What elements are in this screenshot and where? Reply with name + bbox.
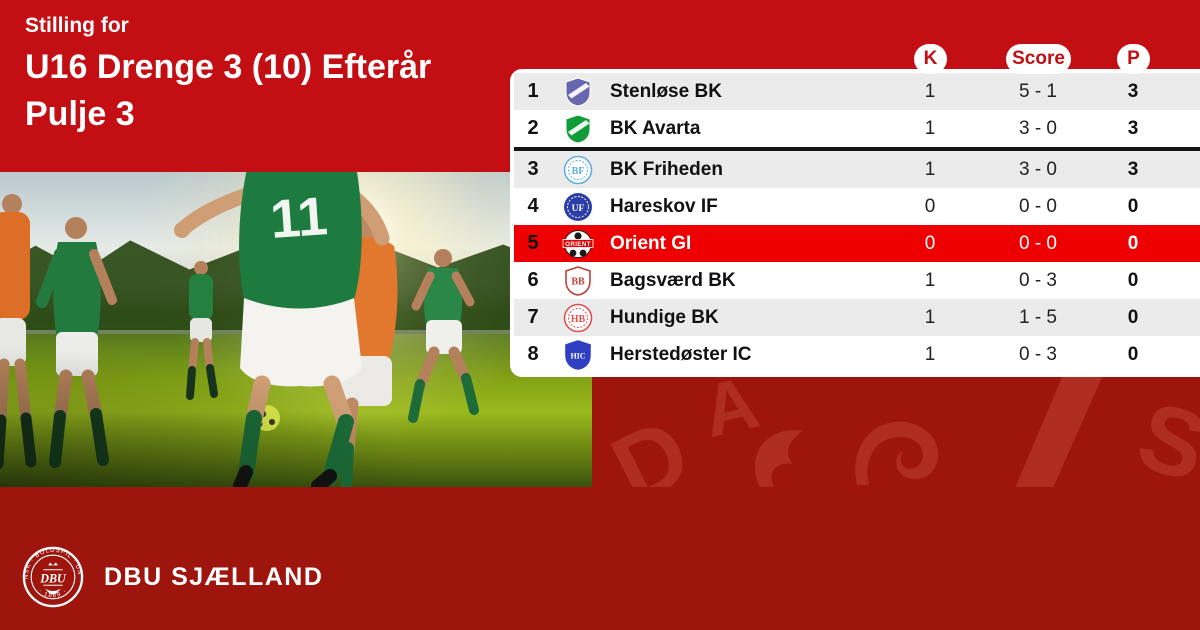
rank-cell: 7: [527, 306, 539, 328]
points-cell: 3: [1127, 158, 1139, 180]
club-name: Stenløse BK: [610, 80, 722, 102]
watermark-curl: [855, 421, 939, 485]
svg-text:BF: BF: [572, 166, 585, 177]
played-cell: 1: [924, 158, 936, 180]
column-pill-score: Score: [1006, 44, 1071, 74]
points-cell: 0: [1127, 269, 1139, 291]
jersey-number: 11: [268, 186, 329, 250]
player-small-mid: [186, 261, 218, 400]
watermark-letter: A: [695, 373, 766, 453]
svg-text:HB: HB: [571, 314, 586, 325]
table-row: 4 UF Hareskov IF 0 0 - 0 0: [514, 188, 1200, 225]
score-cell: 1 - 5: [1018, 306, 1058, 328]
played-cell: 1: [924, 117, 936, 139]
club-name: Herstedøster IC: [610, 343, 752, 365]
watermark-wing: [754, 430, 803, 487]
points-cell: 0: [1127, 343, 1139, 365]
rank-cell: 4: [527, 195, 539, 217]
score-cell: 0 - 0: [1018, 195, 1058, 217]
dbu-emblem: DANSK · BOLDSPIL · UNION · 1889 · DBU: [22, 546, 84, 608]
points-cell: 3: [1127, 117, 1139, 139]
player-green-left: [36, 217, 117, 468]
club-logo: BB: [552, 265, 604, 296]
page-title: U16 Drenge 3 (10) Efterår Pulje 3: [25, 44, 431, 138]
svg-text:BB: BB: [571, 276, 585, 287]
club-logo: HIC: [552, 339, 604, 370]
photo-players: 11: [0, 172, 479, 487]
watermark-svg: D A S: [596, 373, 1200, 487]
table-row: 7 HB Hundige BK 1 1 - 5 0: [514, 299, 1200, 336]
points-cell: 3: [1127, 80, 1139, 102]
club-logo: HB: [552, 303, 604, 333]
svg-text:HIC: HIC: [570, 351, 585, 360]
table-row: 3 BF BK Friheden 1 3 - 0 3: [514, 151, 1200, 188]
watermark-letter: S: [1126, 382, 1200, 487]
table-row: 2 BK Avarta 1 3 - 0 3: [514, 110, 1200, 147]
played-cell: 0: [924, 195, 936, 217]
emblem-crown: [48, 562, 58, 566]
played-cell: 1: [924, 269, 936, 291]
club-name: Hundige BK: [610, 306, 719, 328]
score-cell: 0 - 3: [1018, 343, 1058, 365]
points-cell: 0: [1127, 195, 1139, 217]
club-name: Hareskov IF: [610, 195, 718, 217]
header: Stilling for U16 Drenge 3 (10) Efterår P…: [25, 14, 431, 138]
club-name: Orient GI: [610, 232, 692, 254]
player-green-right: [408, 249, 479, 423]
score-cell: 0 - 0: [1018, 232, 1058, 254]
club-logo: [552, 113, 604, 144]
svg-text:UF: UF: [572, 204, 585, 214]
score-cell: 3 - 0: [1018, 158, 1058, 180]
club-logo: ORIENT: [552, 229, 604, 259]
score-cell: 3 - 0: [1018, 117, 1058, 139]
played-cell: 0: [924, 232, 936, 254]
table-row: 8 HIC Herstedøster IC 1 0 - 3 0: [514, 336, 1200, 373]
club-name: BK Avarta: [610, 117, 701, 139]
played-cell: 1: [924, 80, 936, 102]
rank-cell: 6: [527, 269, 539, 291]
promotion-divider: [514, 147, 1200, 151]
points-cell: 0: [1127, 232, 1139, 254]
table-row: 6 BB Bagsværd BK 1 0 - 3 0: [514, 262, 1200, 299]
title-line-1: U16 Drenge 3 (10) Efterår: [25, 48, 432, 86]
player-orange-left: [0, 194, 37, 470]
club-name: BK Friheden: [610, 158, 723, 180]
score-cell: 0 - 3: [1018, 269, 1058, 291]
club-logo: BF: [552, 155, 604, 185]
rank-cell: 5: [527, 232, 539, 254]
column-pill-k: K: [914, 44, 947, 74]
emblem-wings: [45, 588, 61, 595]
emblem-center-text: DBU: [39, 571, 67, 585]
rank-cell: 2: [527, 117, 539, 139]
title-line-2: Pulje 3: [25, 95, 135, 133]
table-row: 1 Stenløse BK 1 5 - 1 3: [514, 73, 1200, 110]
watermark-letter: D: [596, 398, 706, 487]
club-name: Bagsværd BK: [610, 269, 736, 291]
club-logo: [552, 76, 604, 107]
column-pill-p: P: [1117, 44, 1150, 74]
dbu-crest-watermark: D A S: [595, 373, 1200, 487]
svg-text:ORIENT: ORIENT: [565, 240, 591, 247]
eyebrow-label: Stilling for: [25, 14, 129, 37]
match-photo: 11: [0, 172, 592, 487]
rank-cell: 1: [527, 80, 539, 102]
footer: DANSK · BOLDSPIL · UNION · 1889 · DBU DB…: [22, 546, 323, 608]
rank-cell: 3: [527, 158, 539, 180]
score-cell: 5 - 1: [1018, 80, 1058, 102]
points-cell: 0: [1127, 306, 1139, 328]
played-cell: 1: [924, 343, 936, 365]
watermark-blade: [1015, 375, 1103, 487]
brand-wordmark: DBU SJÆLLAND: [104, 562, 324, 591]
club-logo: UF: [552, 192, 604, 222]
played-cell: 1: [924, 306, 936, 328]
table-row: 5 ORIENT Orient GI 0 0 - 0 0: [514, 225, 1200, 262]
photo-vignette: [0, 172, 592, 487]
player-main: 11: [174, 172, 390, 487]
rank-cell: 8: [527, 343, 539, 365]
